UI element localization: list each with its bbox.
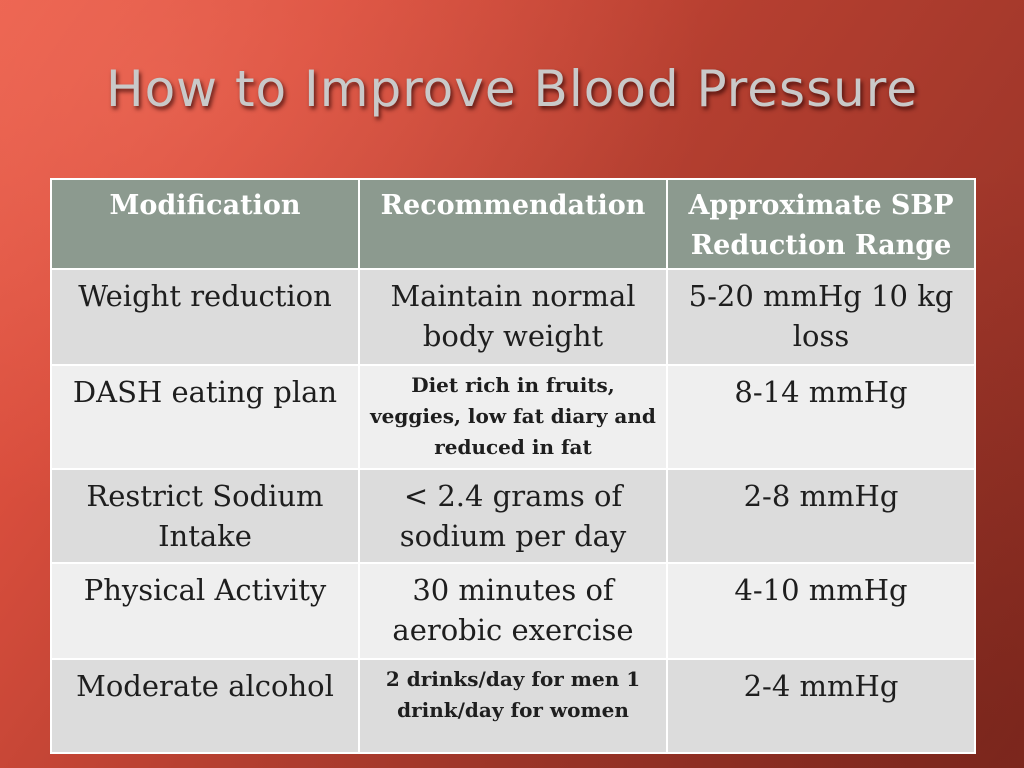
reduction-cell: 5-20 mmHg 10 kg loss <box>666 268 976 366</box>
reduction-cell: 8-14 mmHg <box>666 364 976 470</box>
reduction-cell: 2-8 mmHg <box>666 468 976 564</box>
reduction-cell: 4-10 mmHg <box>666 562 976 660</box>
modification-cell: DASH eating plan <box>50 364 360 470</box>
modification-cell: Physical Activity <box>50 562 360 660</box>
recommendation-cell: 2 drinks/day for men 1 drink/day for wom… <box>358 658 668 754</box>
table-row: Physical Activity 30 minutes of aerobic … <box>50 562 976 660</box>
recommendation-cell: Diet rich in fruits, veggies, low fat di… <box>358 364 668 470</box>
table-row: DASH eating plan Diet rich in fruits, ve… <box>50 364 976 470</box>
table-row: Moderate alcohol 2 drinks/day for men 1 … <box>50 658 976 754</box>
header-sbp-reduction: Approximate SBP Reduction Range <box>666 178 976 270</box>
header-recommendation: Recommendation <box>358 178 668 270</box>
recommendation-cell: Maintain normal body weight <box>358 268 668 366</box>
table-header-row: Modification Recommendation Approximate … <box>50 178 976 270</box>
reduction-cell: 2-4 mmHg <box>666 658 976 754</box>
modification-cell: Restrict Sodium Intake <box>50 468 360 564</box>
modification-cell: Weight reduction <box>50 268 360 366</box>
recommendation-cell: < 2.4 grams of sodium per day <box>358 468 668 564</box>
slide-title: How to Improve Blood Pressure <box>105 60 919 118</box>
modification-cell: Moderate alcohol <box>50 658 360 754</box>
table-row: Restrict Sodium Intake < 2.4 grams of so… <box>50 468 976 564</box>
blood-pressure-table: Modification Recommendation Approximate … <box>50 178 976 754</box>
table-row: Weight reduction Maintain normal body we… <box>50 268 976 366</box>
header-modification: Modification <box>50 178 360 270</box>
recommendation-cell: 30 minutes of aerobic exercise <box>358 562 668 660</box>
